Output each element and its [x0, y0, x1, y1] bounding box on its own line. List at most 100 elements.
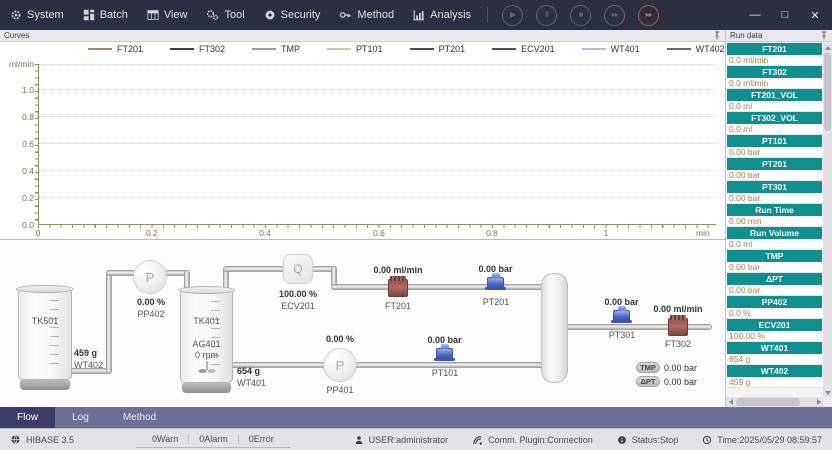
flowmeter-ft302[interactable] — [668, 315, 688, 336]
run-data-item-value: 0.0 ml/min — [726, 55, 823, 66]
chart-plot[interactable]: ml/min 1.0 0.8 0.6 0.4 0.2 0.0 0 0.2 0.4… — [0, 56, 725, 239]
triangle-down-icon — [824, 390, 831, 395]
run-data-item-header[interactable]: WT402 — [727, 365, 822, 377]
pin-icon[interactable] — [713, 31, 721, 40]
pin-icon[interactable] — [820, 31, 828, 40]
flowmeter-ft201[interactable] — [388, 276, 408, 297]
run-data-item-value: 0.00 min — [726, 216, 823, 227]
menu-item-method[interactable]: Method — [339, 9, 394, 21]
legend-item-pt201[interactable]: PT201 — [409, 44, 465, 54]
legend-item-ft302[interactable]: FT302 — [170, 44, 225, 54]
pressure-sensor-pt201[interactable] — [485, 273, 506, 290]
legend-swatch — [88, 48, 112, 50]
run-data-item-header[interactable]: FT201 — [727, 43, 822, 55]
view-table-icon — [147, 10, 159, 20]
run-data-item-header[interactable]: Run Volume — [727, 227, 822, 239]
pressure-sensor-pt101[interactable] — [434, 344, 455, 361]
run-data-item-header[interactable]: FT302 — [727, 66, 822, 78]
run-data-item-header[interactable]: FT201_VOL — [727, 89, 822, 101]
horizontal-scrollbar[interactable] — [726, 397, 823, 407]
pump-pp402[interactable]: P — [133, 260, 167, 294]
gridline — [38, 89, 716, 90]
batch-grid-icon — [83, 9, 94, 21]
fast-forward-button[interactable]: ▸▸ — [638, 4, 660, 26]
run-data-item-header[interactable]: PP402 — [727, 296, 822, 308]
run-data-item-header[interactable]: TMP — [727, 250, 822, 262]
legend-label: PT101 — [356, 44, 383, 54]
scroll-left-button[interactable] — [726, 397, 735, 406]
tab-method[interactable]: Method — [122, 412, 157, 423]
run-data-item-value: 0.0 ml — [726, 124, 823, 135]
run-data-item-value: 0.00 bar — [726, 262, 823, 273]
tank-tk501[interactable]: TK501 — [16, 285, 74, 390]
run-data-item-header[interactable]: PT101 — [727, 135, 822, 147]
run-data-item-value: 0.0 ml — [726, 101, 823, 112]
legend-label: WT402 — [695, 44, 725, 54]
menu-item-system[interactable]: System — [10, 9, 64, 21]
maximize-button[interactable]: □ — [781, 9, 789, 21]
alarm-count[interactable]: 0Alarm — [188, 433, 238, 444]
pause-button[interactable]: Ⅱ — [536, 4, 558, 26]
menu-label: Batch — [99, 9, 128, 21]
chart-legend: FT201 FT302 TMP PT101 PT201 ECV201 WT401… — [0, 42, 725, 56]
chromatography-column[interactable] — [541, 273, 568, 383]
scroll-thumb[interactable] — [736, 398, 800, 406]
legend-swatch — [581, 48, 606, 50]
run-data-panel: Run data FT201 0.0 ml/min FT302 0.0 ml/min… — [726, 30, 832, 407]
scroll-down-button[interactable] — [823, 388, 832, 397]
x-tick-label: 0.8 — [486, 228, 498, 238]
run-data-item-value: 654 g — [726, 354, 823, 365]
tab-log[interactable]: Log — [72, 412, 89, 423]
legend-item-ft201[interactable]: FT201 — [88, 44, 143, 54]
scroll-thumb[interactable] — [824, 53, 831, 131]
run-data-item-header[interactable]: ΔPT — [727, 273, 822, 285]
menu-item-view[interactable]: View — [147, 9, 187, 21]
error-count[interactable]: 0Error — [237, 433, 284, 444]
legend-item-pt101[interactable]: PT101 — [327, 44, 383, 54]
warn-count[interactable]: 0Warn — [152, 433, 179, 444]
minimize-button[interactable]: — — [749, 9, 761, 21]
run-data-item-header[interactable]: Run Time — [727, 204, 822, 216]
run-data-item: TMP 0.00 bar — [726, 250, 823, 273]
tank-tk401[interactable]: TK401 AG401 0 rpm — [178, 286, 235, 393]
run-data-item-header[interactable]: PT301 — [727, 181, 822, 193]
menu-item-tool[interactable]: Tool — [206, 9, 245, 21]
forward-button[interactable]: ▸▸ — [604, 4, 626, 26]
pressure-tag: PT101 — [431, 368, 459, 378]
user-info: USER:administrator — [354, 435, 448, 445]
menu-item-batch[interactable]: Batch — [83, 9, 128, 21]
y-axis — [35, 64, 39, 224]
pump-pp401[interactable]: P — [323, 348, 357, 382]
scroll-right-button[interactable] — [814, 397, 823, 406]
valve-value: 100.00 % — [278, 289, 318, 299]
run-data-item-header[interactable]: FT302_VOL — [727, 112, 822, 124]
run-data-item-header[interactable]: ECV201 — [727, 319, 822, 331]
status-info: Status:Stop — [617, 435, 678, 445]
run-data-title: Run data — [730, 31, 763, 40]
legend-label: WT401 — [610, 44, 640, 54]
y-tick-label: 0.6 — [22, 139, 34, 149]
run-data-item-header[interactable]: WT401 — [727, 342, 822, 354]
tank-label: TK501 — [31, 316, 59, 326]
legend-item-tmp[interactable]: TMP — [252, 44, 300, 54]
pressure-value: 0.00 bar — [427, 335, 462, 345]
y-tick-label: 1.0 — [22, 85, 34, 95]
vertical-scrollbar[interactable] — [823, 43, 832, 397]
stirrer-icon — [198, 361, 216, 373]
stop-button[interactable]: ■ — [570, 4, 592, 26]
legend-item-ecv201[interactable]: ECV201 — [492, 44, 555, 54]
menu-item-analysis[interactable]: Analysis — [413, 9, 471, 21]
legend-item-wt401[interactable]: WT401 — [581, 44, 640, 54]
play-button[interactable]: ▶ — [502, 4, 524, 26]
flowmeter-value: 0.00 ml/min — [653, 304, 703, 314]
tab-flow[interactable]: Flow — [0, 407, 56, 428]
pump-symbol: P — [145, 269, 155, 285]
menu-item-security[interactable]: Security — [264, 9, 320, 21]
pipe — [106, 270, 136, 276]
legend-item-wt402[interactable]: WT402 — [666, 44, 725, 54]
run-data-item-header[interactable]: PT201 — [727, 158, 822, 170]
close-button[interactable]: ✕ — [810, 9, 820, 22]
valve-ecv201[interactable]: Q — [283, 254, 313, 284]
pressure-sensor-pt301[interactable] — [611, 306, 632, 323]
scroll-up-button[interactable] — [823, 43, 832, 52]
